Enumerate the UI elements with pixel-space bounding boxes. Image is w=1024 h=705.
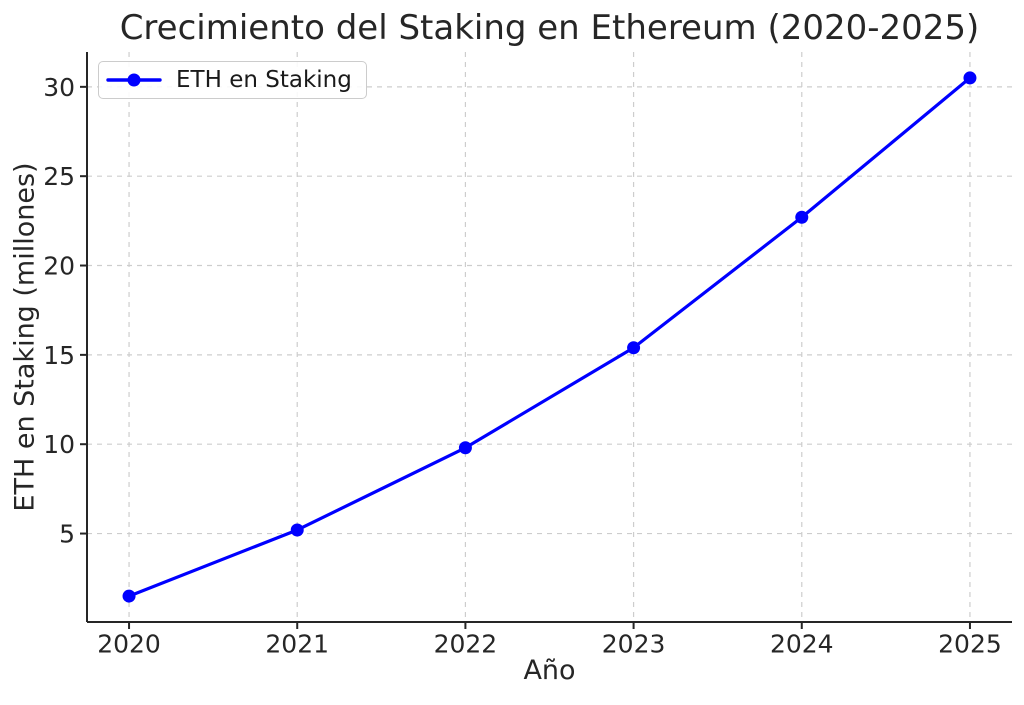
data-point [122, 589, 136, 603]
legend: ETH en Staking [98, 61, 367, 99]
x-tick-label: 2021 [265, 629, 329, 658]
y-tick-label: 25 [43, 162, 75, 191]
y-tick-label: 5 [59, 520, 75, 549]
legend-line-marker-icon [106, 73, 162, 87]
y-tick-label: 30 [43, 73, 75, 102]
x-axis-label: Año [523, 655, 576, 686]
y-tick-label: 20 [43, 252, 75, 281]
y-tick-label: 10 [43, 430, 75, 459]
data-point [458, 441, 472, 455]
data-point [795, 210, 809, 224]
x-tick-label: 2025 [938, 629, 1002, 658]
x-tick-label: 2020 [97, 629, 161, 658]
legend-label: ETH en Staking [176, 67, 352, 93]
y-tick-label: 15 [43, 341, 75, 370]
y-axis-label: ETH en Staking (millones) [9, 162, 41, 512]
series-line [127, 76, 972, 598]
data-point [290, 523, 304, 537]
data-point [627, 341, 641, 355]
x-tick-label: 2024 [770, 629, 834, 658]
chart-title: Crecimiento del Staking en Ethereum (202… [119, 8, 980, 48]
data-point [963, 71, 977, 85]
x-tick-label: 2023 [602, 629, 666, 658]
x-tick-label: 2022 [434, 629, 498, 658]
